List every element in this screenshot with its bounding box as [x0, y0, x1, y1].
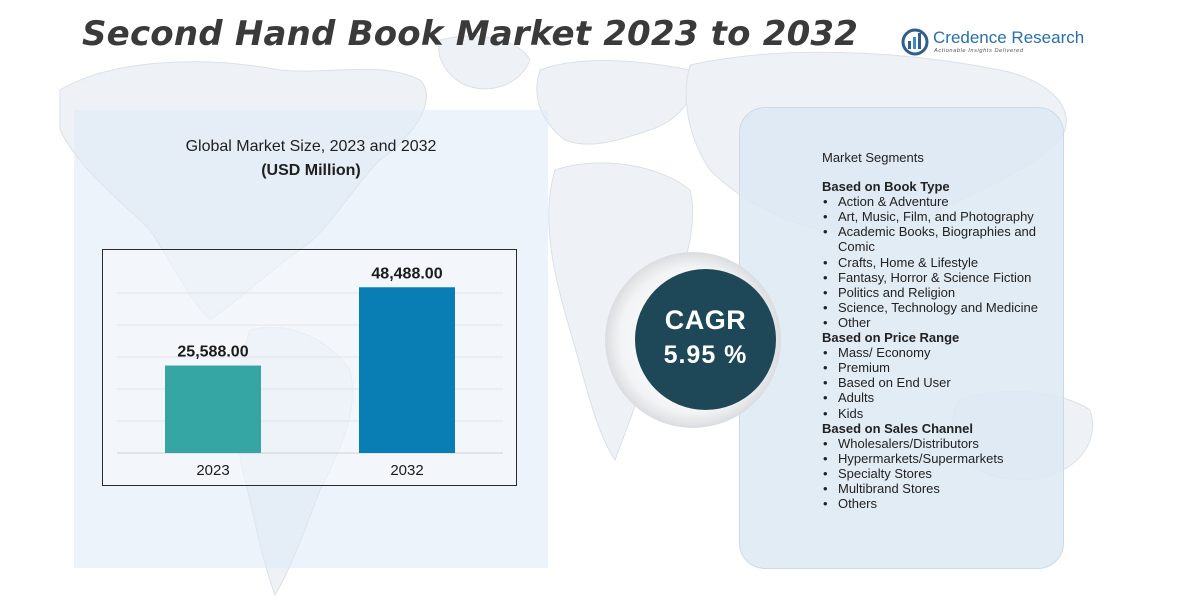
segment-item: Adults [822, 390, 1062, 405]
bar-2023 [165, 365, 261, 453]
segment-item: Based on End User [822, 375, 1062, 390]
segment-list: Wholesalers/DistributorsHypermarkets/Sup… [822, 436, 1062, 512]
segments-heading: Market Segments [822, 150, 924, 165]
logo-tagline: Actionable Insights Delivered [934, 48, 1024, 54]
chart-title: Global Market Size, 2023 and 2032 [185, 138, 437, 155]
x-tick-label-2032: 2032 [390, 462, 423, 479]
segment-item: Academic Books, Biographies and Comic [822, 224, 1062, 254]
segment-item: Others [822, 496, 1062, 511]
segment-item: Action & Adventure [822, 194, 1062, 209]
data-label-2023: 25,588.00 [177, 344, 248, 361]
segment-item: Fantasy, Horror & Science Fiction [822, 270, 1062, 285]
market-size-panel: Global Market Size, 2023 and 2032 (USD M… [74, 110, 548, 568]
segment-item: Science, Technology and Medicine [822, 300, 1062, 315]
logo-name: Credence Research [933, 28, 1085, 47]
bar-2032 [359, 287, 455, 453]
bar-chart: 25,588.00 2023 48,488.00 2032 [117, 265, 503, 479]
segment-group-title: Based on Price Range [822, 330, 960, 346]
segment-group-title: Based on Sales Channel [822, 420, 973, 436]
greenland-shape [438, 35, 531, 90]
segment-item: Hypermarkets/Supermarkets [822, 451, 1062, 466]
europe-shape [536, 60, 694, 145]
segment-item: Crafts, Home & Lifestyle [822, 255, 1062, 270]
credence-logo-icon [901, 28, 929, 56]
page-title: Second Hand Book Market 2023 to 2032 [82, 14, 859, 54]
segment-item: Wholesalers/Distributors [822, 436, 1062, 451]
market-segments: Market Segments Based on Book TypeAction… [822, 150, 1062, 511]
segment-item: Politics and Religion [822, 285, 1062, 300]
segment-list: Mass/ EconomyPremiumBased on End UserAdu… [822, 345, 1062, 421]
segment-item: Other [822, 315, 1062, 330]
data-label-2032: 48,488.00 [371, 265, 442, 282]
segment-list: Action & AdventureArt, Music, Film, and … [822, 194, 1062, 330]
segment-item: Multibrand Stores [822, 481, 1062, 496]
chart-subtitle: (USD Million) [261, 162, 361, 179]
logo: Credence Research Actionable Insights De… [900, 26, 1100, 60]
cagr-label: CAGR [664, 305, 747, 335]
cagr-value: 5.95 % [663, 341, 748, 369]
segment-item: Mass/ Economy [822, 345, 1062, 360]
cagr-badge: CAGR 5.95 % [635, 269, 776, 410]
x-tick-label-2023: 2023 [196, 462, 229, 479]
segments-panel: Market Segments Based on Book TypeAction… [739, 107, 1064, 569]
segment-item: Art, Music, Film, and Photography [822, 209, 1062, 224]
segment-item: Specialty Stores [822, 466, 1062, 481]
segment-item: Kids [822, 406, 1062, 421]
segment-item: Premium [822, 360, 1062, 375]
chart-frame: 25,588.00 2023 48,488.00 2032 [102, 249, 517, 486]
segment-group-title: Based on Book Type [822, 179, 950, 195]
